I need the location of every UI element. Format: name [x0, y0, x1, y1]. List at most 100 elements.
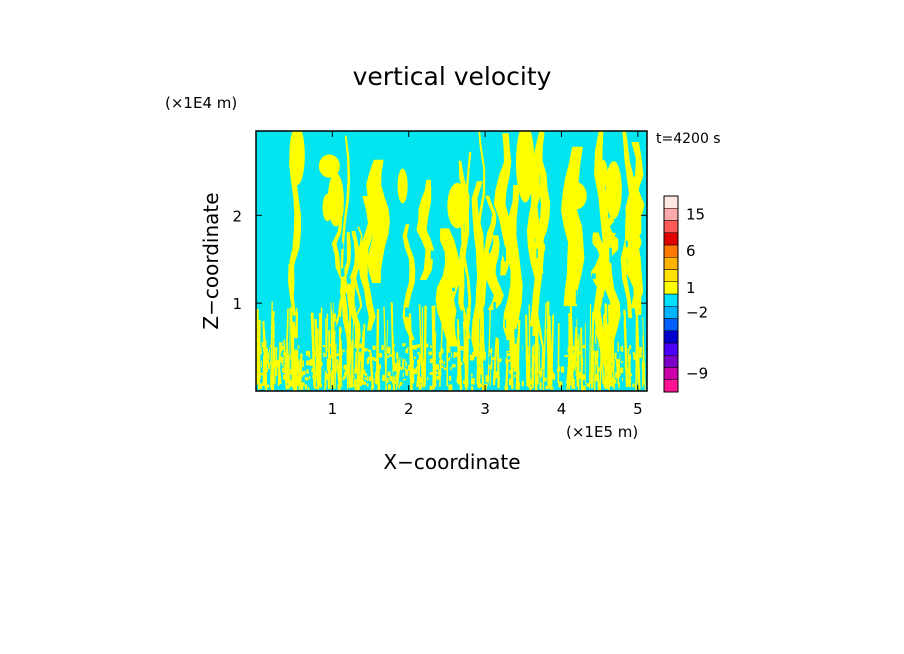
updraft-cell	[529, 386, 532, 391]
updraft-cell	[641, 361, 645, 365]
updraft-cell	[285, 380, 289, 383]
updraft-cell	[264, 374, 267, 380]
updraft-cell	[571, 386, 576, 389]
colorbar-level	[663, 195, 679, 209]
updraft-cell	[372, 345, 376, 350]
updraft-cell	[531, 368, 533, 372]
updraft-cell	[480, 383, 483, 388]
updraft-cell	[443, 367, 447, 370]
downdraft-cell	[504, 247, 506, 262]
updraft-cell	[297, 369, 299, 374]
updraft-blob	[605, 161, 622, 220]
updraft-cell	[416, 344, 420, 348]
updraft-cell	[582, 344, 586, 349]
updraft-cell	[343, 349, 345, 353]
downdraft-cell	[347, 278, 351, 284]
updraft-cell	[416, 366, 418, 371]
updraft-cell	[446, 343, 450, 350]
updraft-cell	[602, 347, 604, 354]
colorbar-level	[663, 367, 679, 380]
updraft-cell	[493, 377, 496, 383]
updraft-cell	[459, 362, 463, 366]
downdraft-cell	[452, 346, 454, 361]
updraft-cell	[638, 363, 640, 366]
downdraft-cell	[403, 380, 407, 388]
updraft-cell	[389, 376, 393, 382]
updraft-streak	[286, 332, 290, 389]
updraft-cell	[403, 359, 406, 362]
updraft-cell	[536, 370, 539, 374]
updraft-cell	[313, 350, 317, 357]
updraft-cell	[275, 359, 277, 362]
updraft-cell	[299, 371, 304, 377]
updraft-cell	[282, 374, 286, 380]
updraft-cell	[567, 347, 571, 353]
updraft-cell	[577, 372, 581, 379]
downdraft-cell	[294, 338, 298, 350]
updraft-cell	[464, 381, 469, 388]
updraft-cell	[513, 368, 517, 372]
updraft-cell	[556, 369, 560, 372]
updraft-plume	[475, 131, 486, 361]
updraft-streak	[369, 352, 375, 389]
updraft-cell	[311, 367, 316, 373]
updraft-streak	[292, 321, 296, 391]
updraft-cell	[595, 350, 599, 358]
updraft-blob	[289, 131, 305, 186]
downdraft-cell	[320, 278, 324, 293]
updraft-cell	[627, 359, 631, 362]
colorbar-level	[663, 220, 679, 233]
downdraft-cell	[314, 262, 318, 273]
updraft-cell	[505, 358, 507, 364]
updraft-cell	[629, 345, 632, 350]
updraft-cell	[478, 351, 481, 356]
updraft-cell	[328, 357, 331, 361]
downdraft-cell	[400, 352, 403, 367]
updraft-cell	[268, 349, 270, 353]
updraft-cell	[354, 343, 358, 348]
updraft-cell	[264, 380, 267, 383]
colorbar-frame	[663, 195, 679, 393]
updraft-plume	[471, 181, 488, 357]
updraft-cell	[638, 353, 642, 358]
updraft-cell	[627, 354, 631, 360]
updraft-cell	[271, 386, 273, 391]
updraft-cell	[256, 364, 261, 372]
updraft-cell	[263, 345, 265, 352]
colorbar-level	[663, 318, 679, 331]
updraft-cell	[632, 383, 635, 388]
updraft-cell	[447, 358, 450, 361]
updraft-cell	[613, 360, 615, 368]
updraft-cell	[386, 377, 389, 383]
updraft-cell	[516, 372, 520, 375]
updraft-cell	[369, 376, 372, 381]
updraft-cell	[575, 361, 578, 367]
downdraft-cell	[619, 377, 622, 383]
colorbar-level	[663, 342, 679, 356]
downdraft-cell	[575, 290, 578, 305]
downdraft-cell	[625, 240, 628, 248]
updraft-cell	[266, 359, 269, 365]
updraft-cell	[629, 373, 633, 377]
updraft-streak	[310, 310, 316, 387]
updraft-plume	[435, 228, 463, 347]
updraft-cell	[425, 343, 429, 348]
updraft-blob	[327, 172, 344, 227]
downdraft-cell	[461, 310, 464, 322]
updraft-cell	[609, 358, 614, 363]
updraft-cell	[529, 378, 531, 384]
updraft-streak	[590, 311, 595, 385]
updraft-cell	[315, 343, 317, 348]
updraft-plume	[366, 159, 390, 283]
updraft-streak	[258, 319, 261, 390]
colorbar-level	[663, 281, 679, 295]
updraft-blob	[447, 182, 468, 229]
updraft-cell	[430, 386, 435, 390]
updraft-cell	[478, 367, 482, 375]
updraft-cell	[306, 360, 309, 366]
updraft-cell	[418, 384, 422, 390]
downdraft-cell	[459, 334, 464, 340]
updraft-cell	[464, 357, 468, 364]
updraft-cell	[609, 344, 613, 350]
updraft-cell	[279, 342, 283, 345]
